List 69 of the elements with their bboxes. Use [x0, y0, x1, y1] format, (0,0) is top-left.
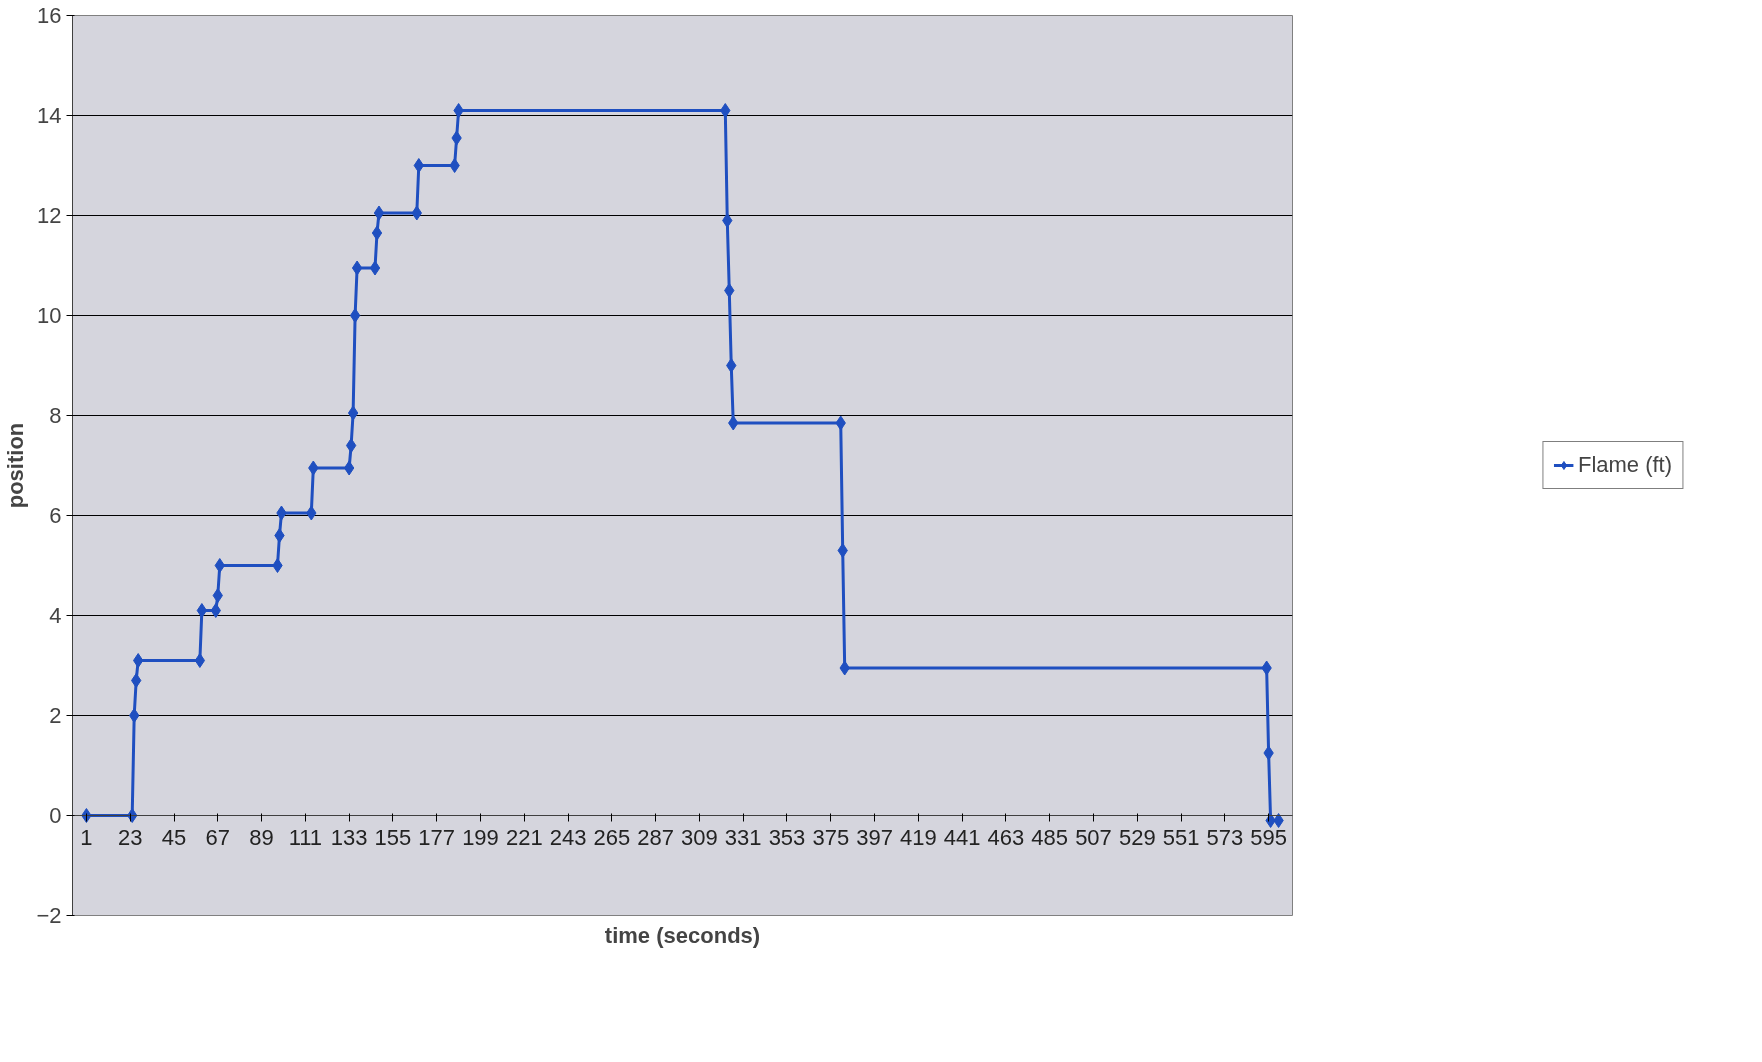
point	[131, 673, 142, 688]
x-tick-label: 243	[549, 824, 587, 850]
point	[343, 460, 355, 476]
point	[724, 283, 735, 298]
x-tick-label: 1	[80, 824, 93, 850]
x-tick-label: 111	[288, 824, 323, 850]
x-tick-label: 331	[724, 824, 762, 850]
point	[133, 653, 144, 668]
y-tick-label: 4	[49, 603, 62, 628]
y-tick-label: 6	[49, 503, 62, 528]
point	[837, 543, 848, 558]
x-tick-label: 199	[462, 824, 499, 850]
point	[373, 205, 385, 221]
point	[726, 358, 737, 373]
legend-label: Flame (ft)	[1577, 452, 1673, 478]
x-tick-label: 485	[1031, 824, 1069, 850]
point	[1273, 813, 1284, 828]
x-tick-label: 177	[418, 824, 456, 850]
point	[347, 405, 359, 421]
y-tick-label: 12	[37, 203, 62, 228]
point	[212, 588, 223, 603]
x-tick-label: 353	[768, 824, 806, 850]
x-tick-label: 419	[899, 824, 937, 850]
x-tick-label: 529	[1118, 824, 1156, 850]
point	[129, 708, 140, 723]
x-tick-label: 221	[505, 824, 543, 850]
point	[214, 558, 225, 573]
point	[196, 603, 208, 618]
point	[127, 808, 138, 823]
x-tick-label: 595	[1250, 824, 1287, 850]
x-tick-label: 397	[856, 824, 893, 850]
y-tick-label: 2	[49, 703, 62, 728]
point	[369, 260, 381, 276]
x-axis-title: time (seconds)	[604, 922, 761, 948]
x-tick-label: 45	[161, 824, 187, 850]
x-tick-label: 551	[1162, 824, 1200, 850]
x-tick-label: 441	[943, 824, 981, 850]
point	[194, 653, 206, 668]
x-tick-label: 507	[1075, 824, 1112, 850]
x-tick-label: 67	[205, 824, 231, 850]
point	[345, 438, 357, 453]
x-tick-label: 463	[987, 824, 1025, 850]
y-tick-label: 10	[37, 303, 62, 328]
y-tick-label: −2	[36, 903, 62, 928]
point	[453, 103, 464, 118]
y-tick-label: 8	[49, 403, 62, 428]
point	[349, 308, 361, 323]
point	[722, 213, 733, 228]
point	[351, 260, 363, 276]
x-tick-label: 375	[812, 824, 850, 850]
point	[449, 158, 460, 173]
point	[371, 225, 383, 241]
point	[413, 158, 424, 173]
point	[272, 558, 283, 573]
y-tick-label: 16	[37, 3, 62, 28]
x-tick-label: 23	[117, 824, 143, 850]
point	[274, 528, 285, 543]
x-tick-label: 573	[1206, 824, 1244, 850]
x-tick-label: 309	[681, 824, 718, 850]
x-tick-label: 89	[249, 824, 274, 850]
x-tick-label: 133	[330, 824, 368, 850]
y-axis-title: position	[3, 422, 29, 509]
point	[720, 103, 731, 118]
y-tick-label: 0	[49, 803, 62, 828]
x-tick-label: 265	[593, 824, 631, 850]
x-tick-label: 287	[637, 824, 674, 850]
y-tick-label: 14	[37, 103, 62, 128]
x-tick-label: 155	[374, 824, 412, 850]
point	[210, 603, 221, 618]
